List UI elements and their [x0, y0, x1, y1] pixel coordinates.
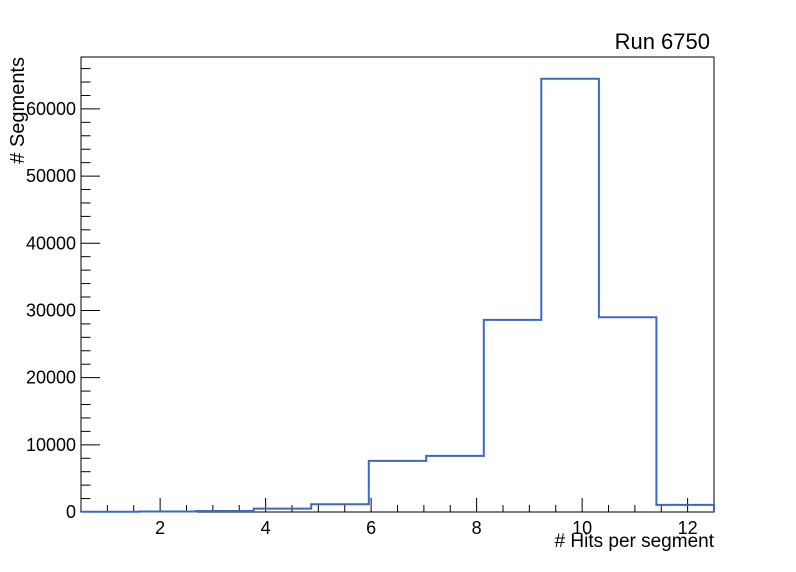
x-tick-label: 8 — [472, 518, 482, 538]
x-tick-label: 2 — [155, 518, 165, 538]
y-tick-label: 20000 — [26, 368, 76, 388]
x-axis-tick-labels: 2 4 6 8 10 12 — [155, 518, 698, 538]
x-tick-label: 10 — [572, 518, 592, 538]
y-tick-label: 0 — [66, 502, 76, 522]
x-axis-title: # Hits per segment — [555, 531, 715, 552]
x-tick-label: 12 — [678, 518, 698, 538]
y-tick-label: 30000 — [26, 300, 76, 320]
x-axis-ticks — [106, 498, 689, 512]
y-tick-label: 10000 — [26, 435, 76, 455]
y-tick-label: 50000 — [26, 166, 76, 186]
y-axis-tick-labels: 0 10000 20000 30000 40000 50000 60000 — [26, 99, 76, 522]
y-tick-label: 40000 — [26, 233, 76, 253]
chart-title: Run 6750 — [615, 29, 710, 54]
x-tick-label: 4 — [261, 518, 271, 538]
plot-frame — [80, 56, 715, 513]
y-axis-title: # Segments — [7, 57, 29, 164]
histogram-line — [80, 77, 715, 513]
y-axis-ticks — [81, 68, 100, 513]
x-tick-label: 6 — [366, 518, 376, 538]
y-tick-label: 60000 — [26, 99, 76, 119]
